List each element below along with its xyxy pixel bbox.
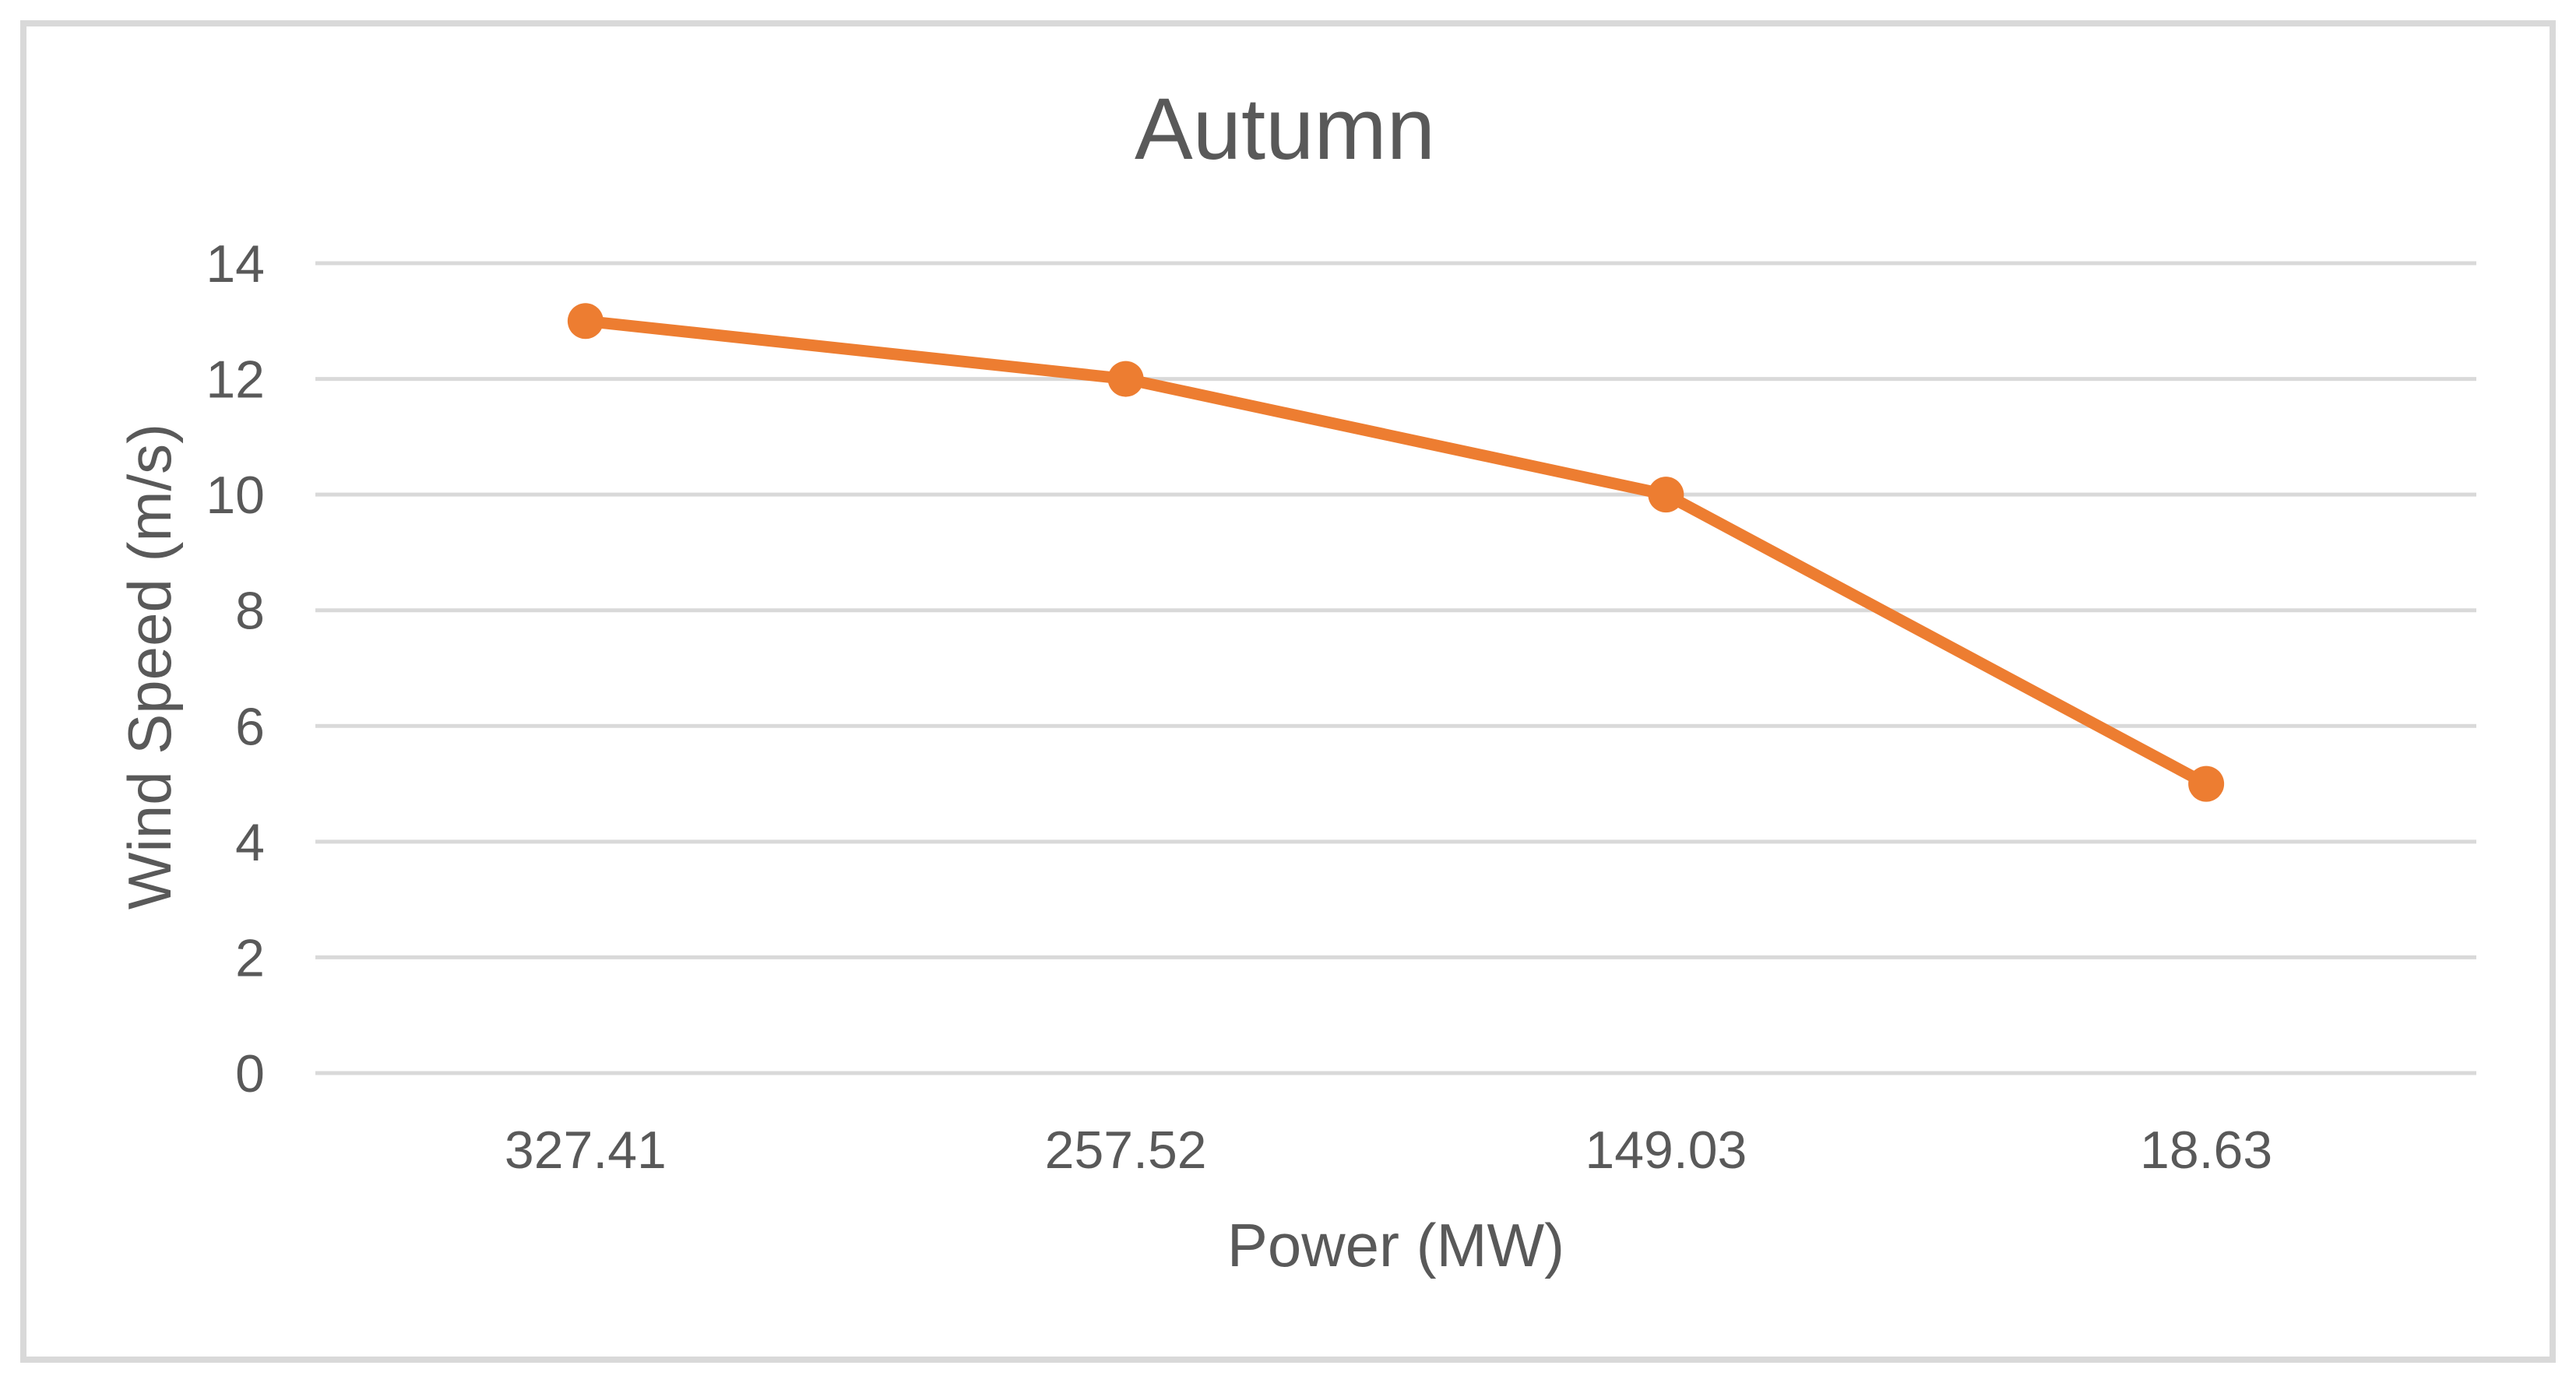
data-point-marker <box>1107 361 1144 397</box>
x-tick-label: 327.41 <box>505 1121 667 1180</box>
x-tick-label: 18.63 <box>2140 1121 2272 1180</box>
y-tick-label: 10 <box>206 466 265 525</box>
y-tick-label: 6 <box>235 697 265 756</box>
data-point-marker <box>2188 765 2225 802</box>
data-line <box>579 315 2212 790</box>
y-tick-label: 12 <box>206 350 265 410</box>
y-tick-label: 4 <box>235 813 265 872</box>
y-tick-label: 2 <box>235 928 265 987</box>
data-point-marker <box>567 303 604 340</box>
data-point-marker <box>1648 477 1684 513</box>
x-tick-label: 149.03 <box>1585 1121 1747 1180</box>
y-tick-label: 0 <box>235 1044 265 1103</box>
y-tick-label: 14 <box>206 234 265 294</box>
chart-title: Autumn <box>1135 80 1435 178</box>
chart-border <box>20 20 2556 1363</box>
y-tick-label: 8 <box>235 582 265 641</box>
x-tick-label: 257.52 <box>1045 1121 1207 1180</box>
x-axis-title: Power (MW) <box>1226 1211 1565 1279</box>
